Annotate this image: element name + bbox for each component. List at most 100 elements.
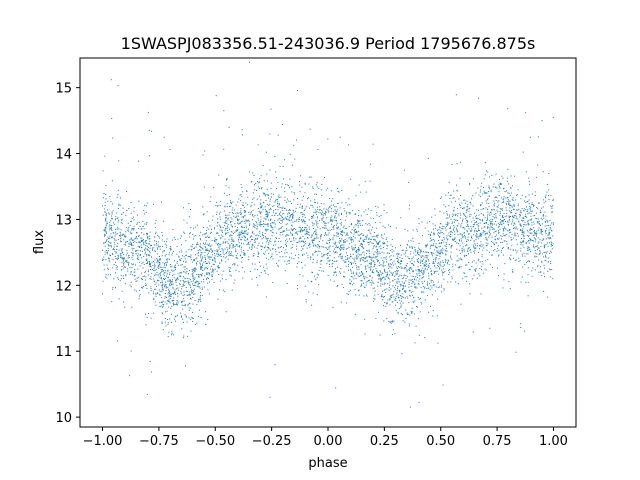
- data-point: [408, 283, 410, 285]
- data-point: [536, 230, 538, 232]
- data-point: [409, 295, 411, 297]
- data-point: [439, 264, 441, 266]
- data-point: [285, 256, 287, 258]
- data-point: [198, 281, 200, 283]
- data-point: [511, 269, 513, 271]
- data-point: [512, 228, 514, 230]
- data-point: [149, 155, 151, 157]
- data-point: [152, 278, 154, 280]
- data-point: [240, 257, 242, 259]
- data-point: [519, 216, 521, 218]
- data-point: [414, 249, 416, 251]
- data-point: [349, 261, 351, 263]
- data-point: [172, 250, 174, 252]
- data-point: [302, 240, 304, 242]
- data-point: [499, 183, 501, 185]
- data-point: [491, 254, 493, 256]
- data-point: [388, 263, 390, 265]
- data-point: [379, 277, 381, 279]
- data-point: [182, 294, 184, 296]
- data-point: [402, 284, 404, 286]
- data-point: [207, 277, 209, 279]
- data-point: [267, 229, 269, 231]
- data-point: [548, 189, 550, 191]
- data-point: [480, 241, 482, 243]
- data-point: [480, 205, 482, 207]
- data-point: [134, 289, 136, 291]
- data-point: [380, 280, 382, 282]
- data-point: [263, 266, 265, 268]
- data-point: [478, 251, 480, 253]
- data-point: [536, 245, 538, 247]
- data-point: [121, 219, 123, 221]
- data-point: [509, 204, 511, 206]
- data-point: [159, 248, 161, 250]
- data-point: [105, 259, 107, 261]
- data-point: [429, 240, 431, 242]
- data-point: [195, 246, 197, 248]
- data-point: [314, 209, 316, 211]
- data-point: [231, 234, 233, 236]
- data-point: [408, 279, 410, 281]
- data-point: [212, 250, 214, 252]
- data-point: [124, 235, 126, 237]
- data-point: [486, 192, 488, 194]
- data-point: [404, 285, 406, 287]
- data-point: [361, 246, 363, 248]
- data-point: [335, 272, 337, 274]
- data-point: [199, 292, 201, 294]
- data-point: [352, 273, 354, 275]
- data-point: [227, 232, 229, 234]
- data-point: [219, 225, 221, 227]
- data-point: [476, 234, 478, 236]
- data-point: [420, 301, 422, 303]
- data-point: [253, 239, 255, 241]
- data-point: [217, 204, 219, 206]
- data-point: [192, 259, 194, 261]
- data-point: [360, 254, 362, 256]
- data-point: [522, 228, 524, 230]
- data-point: [402, 249, 404, 251]
- data-point: [128, 243, 130, 245]
- data-point: [501, 183, 503, 185]
- data-point: [126, 261, 128, 263]
- data-point: [541, 232, 543, 234]
- data-point: [172, 270, 174, 272]
- data-point: [265, 151, 267, 153]
- data-point: [432, 284, 434, 286]
- data-point: [208, 256, 210, 258]
- data-point: [386, 241, 388, 243]
- data-point: [323, 221, 325, 223]
- data-point: [224, 206, 226, 208]
- data-point: [312, 186, 314, 188]
- data-point: [235, 216, 237, 218]
- data-point: [533, 227, 535, 229]
- data-point: [430, 252, 432, 254]
- data-point: [146, 232, 148, 234]
- data-point: [472, 226, 474, 228]
- data-point: [313, 238, 315, 240]
- data-point: [430, 237, 432, 239]
- data-point: [347, 293, 349, 295]
- data-point: [265, 218, 267, 220]
- data-point: [471, 228, 473, 230]
- data-point: [445, 246, 447, 248]
- data-point: [125, 226, 127, 228]
- data-point: [163, 264, 165, 266]
- data-point: [502, 247, 504, 249]
- data-point: [229, 269, 231, 271]
- data-point: [411, 259, 413, 261]
- data-point: [545, 197, 547, 199]
- data-point: [350, 276, 352, 278]
- data-point: [236, 218, 238, 220]
- data-point: [232, 240, 234, 242]
- data-point: [351, 223, 353, 225]
- data-point: [525, 243, 527, 245]
- data-point: [120, 269, 122, 271]
- data-point: [506, 215, 508, 217]
- data-point: [421, 277, 423, 279]
- data-point: [206, 268, 208, 270]
- data-point: [350, 178, 352, 180]
- data-point: [240, 232, 242, 233]
- data-point: [398, 308, 400, 310]
